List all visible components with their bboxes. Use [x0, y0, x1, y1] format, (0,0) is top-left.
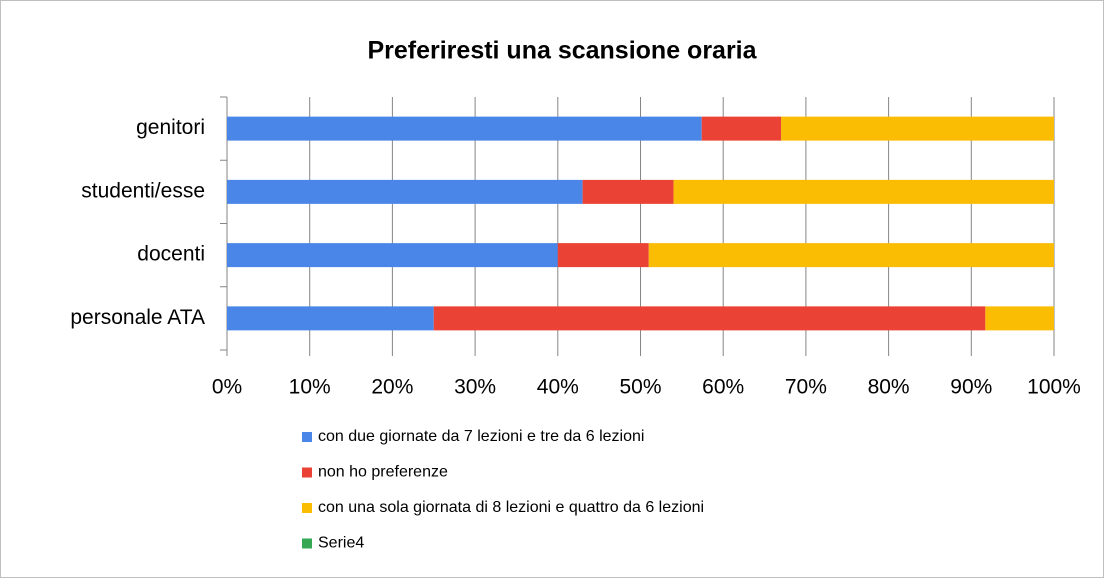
bar-segment [648, 243, 1054, 268]
legend-label: non ho preferenze [318, 464, 448, 481]
bar-segment [673, 179, 1054, 204]
legend-swatch [302, 538, 312, 549]
x-tick-label: 80% [868, 376, 910, 399]
legend-label: Serie4 [318, 535, 364, 552]
y-tick-label: genitori [136, 116, 205, 139]
x-tick-label: 50% [619, 376, 661, 399]
bar-segment [227, 116, 702, 141]
bar-segment [701, 116, 782, 141]
bar-segment [227, 243, 558, 268]
legend-swatch [302, 432, 312, 442]
bar-segment [781, 116, 1054, 141]
bar-segment [985, 306, 1054, 331]
x-tick-label: 70% [785, 376, 827, 399]
x-tick-label: 90% [950, 376, 992, 399]
x-tick-label: 100% [1027, 376, 1081, 399]
legend-swatch [302, 503, 312, 513]
x-tick-label: 30% [454, 376, 496, 399]
y-tick-label: studenti/esse [81, 179, 205, 202]
legend-label: con due giornate da 7 lezioni e tre da 6… [318, 428, 644, 445]
legend-label: con una sola giornata di 8 lezioni e qua… [318, 499, 704, 516]
x-tick-label: 20% [371, 376, 413, 399]
x-tick-label: 40% [537, 376, 579, 399]
y-tick-label: personale ATA [70, 306, 205, 329]
bar-segment [227, 179, 583, 204]
y-tick-label: docenti [137, 243, 205, 266]
x-tick-label: 60% [702, 376, 744, 399]
x-tick-label: 0% [212, 376, 242, 399]
chart-title: Preferiresti una scansione oraria [367, 37, 757, 65]
bar-segment [557, 243, 649, 268]
bar-segment [582, 179, 674, 204]
legend-swatch [302, 467, 312, 478]
x-tick-label: 10% [289, 376, 331, 399]
bar-segment [227, 306, 434, 331]
bar-segment [433, 306, 986, 331]
